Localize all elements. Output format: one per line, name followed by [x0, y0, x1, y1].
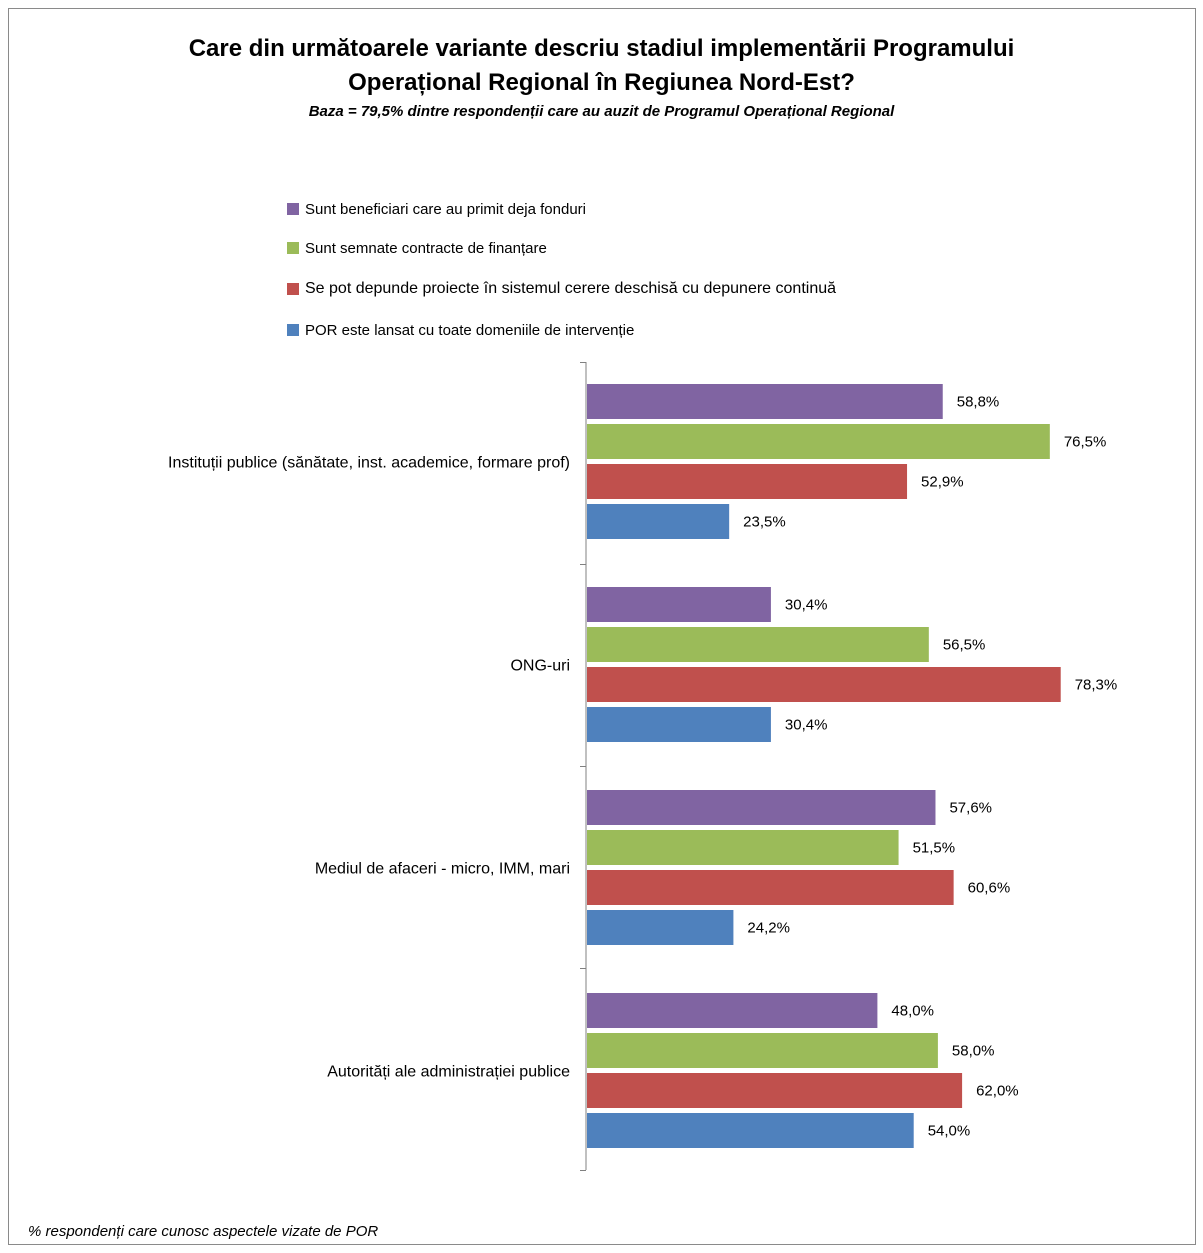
legend-swatch-open-call — [287, 283, 299, 295]
data-label: 58,0% — [952, 1043, 995, 1060]
bar — [587, 504, 730, 539]
bar — [587, 667, 1061, 702]
category-label: Instituții publice (sănătate, inst. acad… — [168, 455, 570, 472]
bar — [587, 1113, 914, 1148]
legend-item-launched: POR este lansat cu toate domeniile de in… — [287, 320, 634, 340]
legend-swatch-contracts — [287, 242, 299, 254]
data-label: 57,6% — [949, 800, 992, 817]
data-label: 48,0% — [891, 1003, 934, 1020]
data-label: 58,8% — [957, 394, 1000, 411]
legend-label-funded: Sunt beneficiari care au primit deja fon… — [305, 200, 586, 218]
bar — [587, 384, 943, 419]
bar — [587, 870, 954, 905]
data-label: 30,4% — [785, 597, 828, 614]
bar — [587, 464, 908, 499]
data-label: 62,0% — [976, 1083, 1019, 1100]
legend-item-contracts: Sunt semnate contracte de finanțare — [287, 238, 547, 258]
bar — [587, 1073, 963, 1108]
data-label: 76,5% — [1064, 434, 1107, 451]
chart-title-line-1: Care din următoarele variante descriu st… — [188, 35, 1015, 62]
chart-title: Care din următoarele variante descriu st… — [0, 32, 1203, 100]
bar — [587, 587, 771, 622]
bar — [587, 993, 878, 1028]
chart-title-line-2: Operațional Regional în Regiunea Nord-Es… — [348, 69, 855, 96]
legend-item-funded: Sunt beneficiari care au primit deja fon… — [287, 199, 586, 219]
bar — [587, 830, 899, 865]
data-label: 54,0% — [928, 1123, 971, 1140]
bar — [587, 627, 929, 662]
bar — [587, 910, 734, 945]
legend-label-open-call: Se pot depunde proiecte în sistemul cere… — [305, 280, 837, 297]
category-label: Mediul de afaceri - micro, IMM, mari — [315, 861, 570, 878]
legend-swatch-funded — [287, 203, 299, 215]
chart-footnote: % respondenți care cunosc aspectele viza… — [28, 1223, 379, 1240]
data-label: 24,2% — [747, 920, 790, 937]
data-label: 60,6% — [968, 880, 1011, 897]
legend-item-open-call: Se pot depunde proiecte în sistemul cere… — [287, 279, 836, 299]
category-label: Autorități ale administrației publice — [327, 1064, 570, 1081]
bar — [587, 707, 771, 742]
bar — [587, 424, 1050, 459]
legend-swatch-launched — [287, 324, 299, 336]
data-label: 30,4% — [785, 717, 828, 734]
chart-subtitle: Baza = 79,5% dintre respondenții care au… — [308, 103, 895, 120]
data-label: 52,9% — [921, 474, 964, 491]
category-label: ONG-uri — [510, 658, 570, 675]
data-label: 56,5% — [943, 637, 986, 654]
legend-label-launched: POR este lansat cu toate domeniile de in… — [305, 321, 635, 339]
data-label: 51,5% — [913, 840, 956, 857]
bar — [587, 790, 936, 825]
legend-label-contracts: Sunt semnate contracte de finanțare — [305, 239, 547, 257]
bar — [587, 1033, 938, 1068]
data-label: 23,5% — [743, 514, 786, 531]
data-label: 78,3% — [1075, 677, 1118, 694]
